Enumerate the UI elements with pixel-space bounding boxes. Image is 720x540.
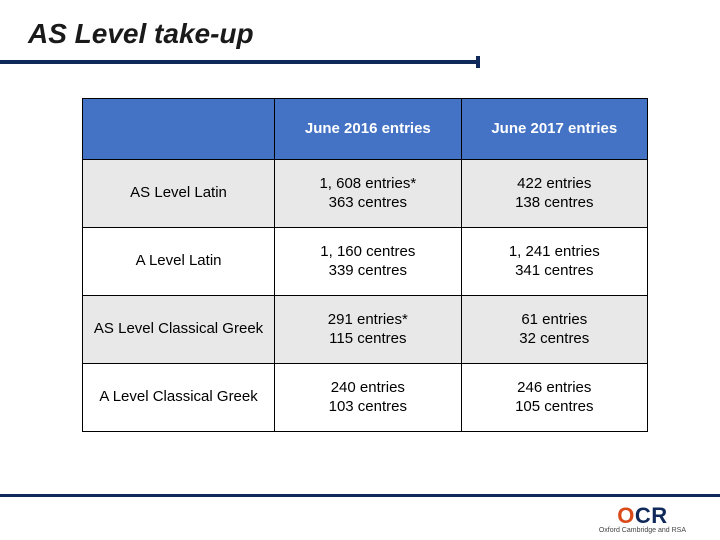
header-cell-2017: June 2017 entries	[461, 99, 647, 160]
cell-line1: 61 entries	[462, 310, 647, 330]
header-cell-blank	[83, 99, 275, 160]
cell-line2: 341 centres	[462, 261, 647, 281]
cell-line1: 1, 160 centres	[275, 242, 460, 262]
row-label: AS Level Latin	[83, 159, 275, 227]
cell-line1: 1, 608 entries*	[275, 174, 460, 194]
cell-2017: 246 entries 105 centres	[461, 363, 647, 431]
cell-line2: 32 centres	[462, 329, 647, 349]
cell-2016: 1, 608 entries* 363 centres	[275, 159, 461, 227]
cell-line1: 422 entries	[462, 174, 647, 194]
header-cell-2016: June 2016 entries	[275, 99, 461, 160]
row-label: A Level Classical Greek	[83, 363, 275, 431]
table-row: A Level Classical Greek 240 entries 103 …	[83, 363, 648, 431]
logo-main: OCR	[599, 503, 686, 529]
cell-2016: 1, 160 centres 339 centres	[275, 227, 461, 295]
cell-line1: 291 entries*	[275, 310, 460, 330]
cell-line2: 115 centres	[275, 329, 460, 349]
table-header-row: June 2016 entries June 2017 entries	[83, 99, 648, 160]
cell-line1: 1, 241 entries	[462, 242, 647, 262]
cell-2016: 291 entries* 115 centres	[275, 295, 461, 363]
cell-line1: 246 entries	[462, 378, 647, 398]
logo-subtext: Oxford Cambridge and RSA	[599, 527, 686, 534]
cell-line2: 105 centres	[462, 397, 647, 417]
ocr-logo: OCR Oxford Cambridge and RSA	[599, 503, 686, 534]
cell-line1: 240 entries	[275, 378, 460, 398]
footer-bar: OCR Oxford Cambridge and RSA	[0, 494, 720, 540]
cell-line2: 103 centres	[275, 397, 460, 417]
cell-line2: 363 centres	[275, 193, 460, 213]
cell-2017: 422 entries 138 centres	[461, 159, 647, 227]
data-table: June 2016 entries June 2017 entries AS L…	[82, 98, 648, 432]
cell-2017: 61 entries 32 centres	[461, 295, 647, 363]
data-table-wrap: June 2016 entries June 2017 entries AS L…	[82, 98, 648, 432]
cell-2016: 240 entries 103 centres	[275, 363, 461, 431]
page-title: AS Level take-up	[28, 18, 720, 50]
cell-2017: 1, 241 entries 341 centres	[461, 227, 647, 295]
row-label: A Level Latin	[83, 227, 275, 295]
table-row: AS Level Classical Greek 291 entries* 11…	[83, 295, 648, 363]
cell-line2: 339 centres	[275, 261, 460, 281]
table-row: AS Level Latin 1, 608 entries* 363 centr…	[83, 159, 648, 227]
row-label: AS Level Classical Greek	[83, 295, 275, 363]
title-rule	[0, 56, 720, 70]
cell-line2: 138 centres	[462, 193, 647, 213]
title-area: AS Level take-up	[0, 0, 720, 50]
table-row: A Level Latin 1, 160 centres 339 centres…	[83, 227, 648, 295]
